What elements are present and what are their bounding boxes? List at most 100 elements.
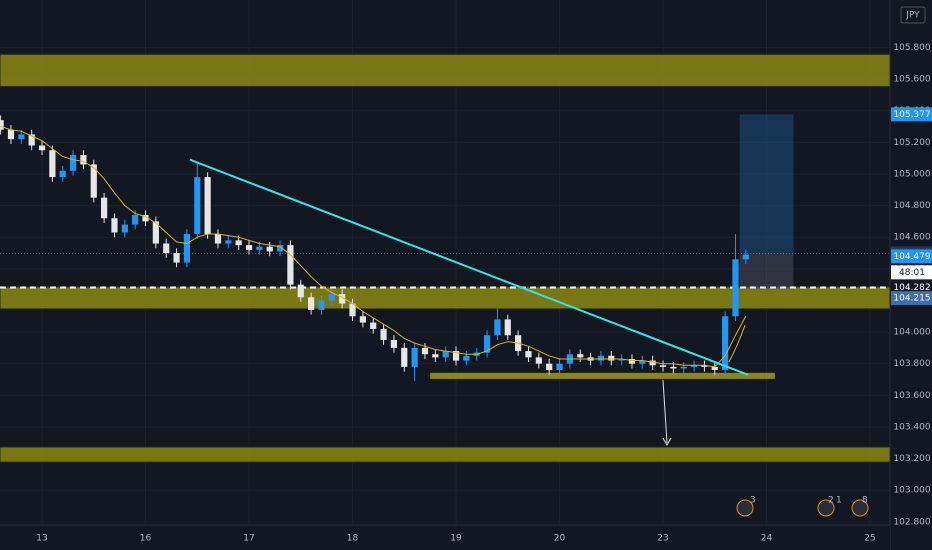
candle-body — [266, 246, 273, 252]
candle-body — [339, 294, 346, 304]
candle-body — [183, 234, 191, 263]
y-tick-label: 104.600 — [893, 233, 930, 243]
candle-body — [90, 164, 97, 198]
candle-body — [421, 347, 429, 355]
y-tick-label: 105.000 — [893, 169, 930, 179]
y-tick-label: 103.000 — [893, 486, 930, 496]
candle-body — [504, 319, 511, 336]
candle-body — [225, 240, 232, 244]
price-label: 104.215 — [893, 294, 930, 304]
plot — [0, 115, 749, 382]
candle-body — [349, 303, 356, 317]
position-target — [739, 114, 794, 254]
candle-body — [173, 253, 180, 263]
currency[interactable]: JPY — [905, 11, 920, 21]
event-icon[interactable] — [851, 499, 869, 517]
candle-body — [690, 365, 698, 367]
candle-body — [535, 357, 542, 364]
candle-body — [163, 243, 170, 254]
zone — [0, 446, 891, 463]
y-tick-label: 104.000 — [893, 328, 930, 338]
candle-body — [308, 297, 315, 310]
candle-body — [401, 347, 408, 367]
candle-body — [411, 347, 418, 367]
arrow — [662, 379, 668, 444]
candle-body — [49, 150, 56, 178]
candle-body — [639, 360, 646, 364]
candle-body — [722, 316, 729, 371]
candle-body — [0, 120, 4, 130]
countdown-bg — [891, 265, 932, 280]
event-icon[interactable] — [817, 499, 835, 517]
candle-body — [494, 319, 501, 336]
candle-body — [463, 355, 470, 361]
candle-body — [608, 355, 615, 361]
axis-labels: 102.800 103.000 103.200 103.400 103.600 103.8… — [36, 43, 932, 544]
candle-body — [142, 215, 149, 222]
y-tick-label: 103.600 — [893, 391, 930, 401]
candle-body — [69, 154, 77, 171]
candle-body — [597, 355, 605, 361]
price-label-bg — [891, 107, 932, 122]
price-label: 104.282 — [893, 283, 930, 293]
event-count[interactable]: 3 — [750, 496, 756, 506]
event-count[interactable]: 1 — [836, 496, 842, 506]
y-tick-label: 103.400 — [893, 422, 930, 432]
candle-body — [442, 351, 449, 358]
price-label: 104.479 — [893, 252, 930, 262]
candle-body — [359, 316, 366, 323]
candle-body — [297, 284, 304, 298]
x-tick-label: 16 — [140, 534, 152, 544]
candle-body — [245, 245, 253, 250]
candle-body — [452, 351, 460, 361]
event-icon[interactable] — [736, 499, 754, 517]
candle-body — [390, 339, 398, 348]
candle-body — [194, 177, 201, 235]
zone — [0, 53, 891, 87]
zone — [0, 286, 891, 310]
y-tick-label: 103.200 — [893, 454, 930, 464]
x-tick-label: 25 — [864, 534, 875, 544]
x-tick-label: 24 — [761, 534, 773, 544]
y-tick-label: 105.200 — [893, 138, 930, 148]
candle-body — [628, 358, 636, 364]
candle-body — [432, 354, 439, 358]
currency-box[interactable] — [900, 6, 926, 24]
candle-body — [701, 365, 708, 367]
countdown: 48:01 — [899, 268, 925, 278]
x-tick-label: 23 — [657, 534, 668, 544]
x-tick-label: 13 — [36, 534, 47, 544]
candle-body — [18, 134, 25, 140]
y-tick-label: 104.800 — [893, 201, 930, 211]
candle-body — [80, 154, 87, 165]
candle-body — [483, 335, 491, 353]
candle-body — [670, 366, 677, 369]
moving-average — [0, 126, 747, 368]
candle-body — [680, 366, 687, 369]
candle-body — [132, 215, 139, 225]
arrow — [728, 324, 746, 363]
x-tick-label: 19 — [450, 534, 462, 544]
candle-body — [214, 234, 222, 244]
candle-body — [380, 328, 387, 340]
candle-body — [525, 351, 532, 358]
candle-body — [577, 354, 584, 358]
candle-body — [370, 322, 377, 329]
candle-body — [7, 129, 15, 140]
candle-body — [287, 245, 294, 285]
candle-body — [742, 254, 749, 260]
event-count[interactable]: 2 — [828, 496, 834, 506]
price-label-bg — [891, 291, 932, 306]
y-tick-label: 105.600 — [893, 75, 930, 85]
candle-body — [711, 366, 718, 371]
event-count[interactable]: 8 — [862, 496, 868, 506]
y-tick-label: 103.800 — [893, 359, 930, 369]
y-tick-label: 102.800 — [893, 517, 930, 527]
price-label-bg — [891, 249, 932, 264]
base-zone — [430, 372, 775, 379]
candle-body — [152, 221, 159, 244]
x-tick-label: 20 — [554, 534, 566, 544]
candle-body — [111, 218, 118, 233]
candle-body — [204, 177, 211, 235]
